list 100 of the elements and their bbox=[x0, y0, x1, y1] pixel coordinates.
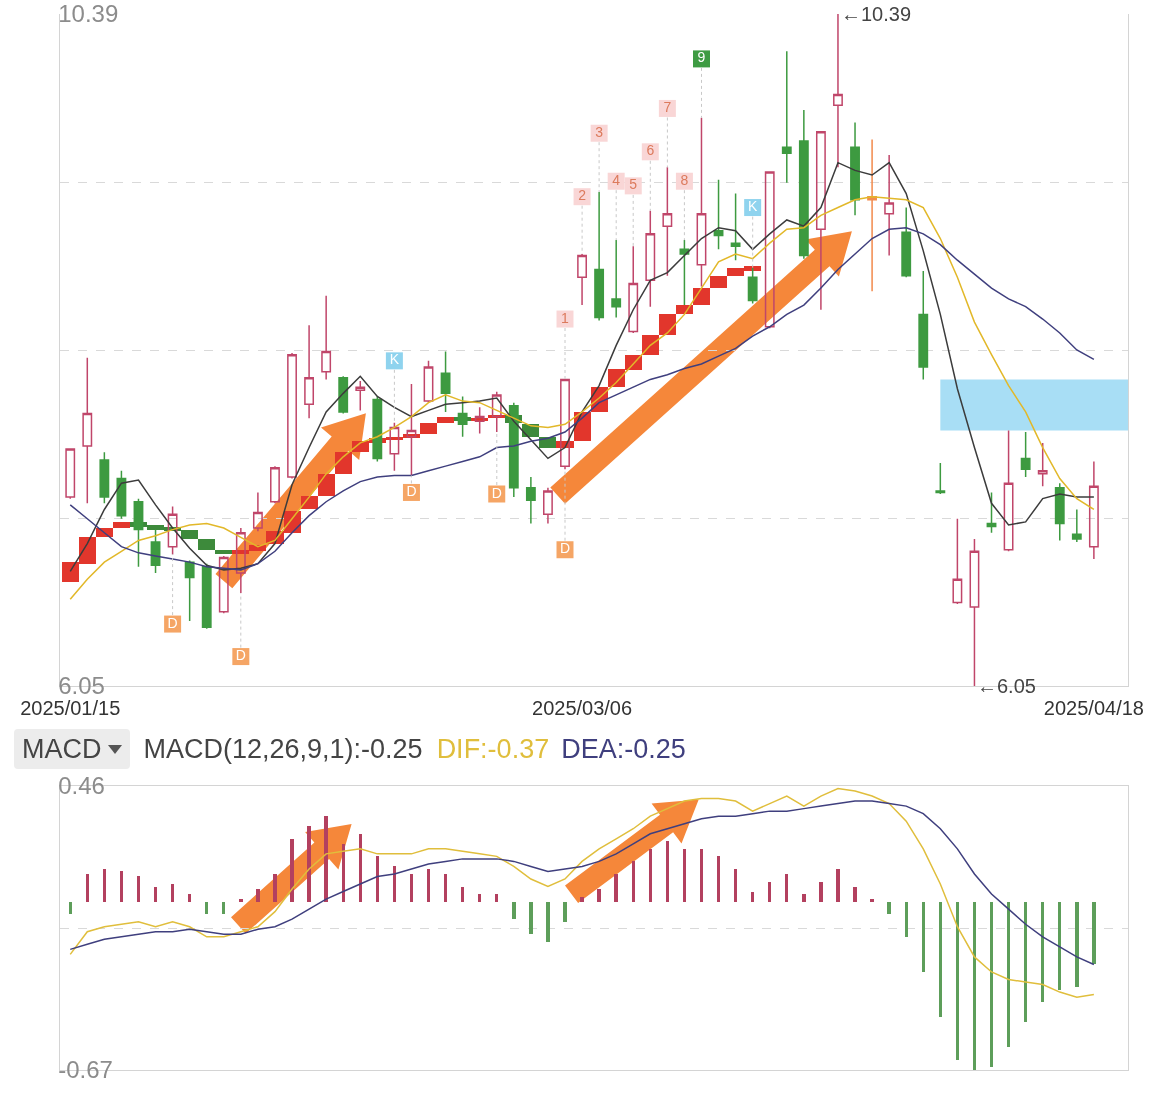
bar bbox=[597, 889, 601, 902]
bar bbox=[170, 884, 175, 902]
bar bbox=[198, 538, 216, 550]
bar bbox=[256, 889, 260, 902]
bar bbox=[580, 896, 584, 902]
bar bbox=[495, 894, 499, 902]
x-tick-label: 2025/04/18 bbox=[1043, 697, 1144, 719]
series-label: 2 bbox=[578, 187, 587, 204]
candlestick bbox=[287, 352, 297, 480]
candlestick bbox=[184, 559, 195, 622]
bar bbox=[692, 288, 711, 306]
candlestick bbox=[730, 192, 741, 261]
candlestick bbox=[764, 171, 775, 330]
series-label: 5 bbox=[629, 176, 638, 193]
series-label: D bbox=[167, 614, 178, 631]
candlestick bbox=[218, 555, 229, 614]
text: D bbox=[406, 482, 417, 499]
candlestick bbox=[508, 401, 519, 498]
candlestick bbox=[491, 391, 502, 433]
annotation: ←10.39 bbox=[841, 3, 912, 25]
text: K bbox=[747, 198, 758, 215]
x-tick-label: 2025/01/15 bbox=[20, 697, 121, 719]
candlestick bbox=[321, 295, 332, 381]
line-series bbox=[69, 800, 1095, 966]
candlestick bbox=[474, 406, 485, 435]
candlestick bbox=[901, 206, 912, 278]
bar bbox=[290, 838, 294, 902]
bar bbox=[324, 816, 328, 902]
candlestick bbox=[338, 375, 349, 415]
candlestick bbox=[850, 121, 860, 217]
bar bbox=[658, 314, 676, 335]
candlestick bbox=[577, 253, 587, 306]
candlestick bbox=[969, 538, 980, 686]
bar bbox=[710, 275, 728, 289]
bar bbox=[887, 901, 891, 915]
text: D bbox=[559, 540, 571, 557]
bar bbox=[614, 873, 618, 902]
candlestick bbox=[815, 130, 826, 311]
bar bbox=[419, 422, 438, 434]
series-label: 9 bbox=[697, 49, 706, 66]
text: DIF:-0.37 bbox=[436, 733, 550, 765]
bar bbox=[119, 871, 124, 902]
candlestick bbox=[372, 395, 383, 463]
bar bbox=[307, 826, 311, 902]
candlestick bbox=[781, 50, 792, 184]
bar bbox=[563, 901, 567, 922]
series-label: 8 bbox=[680, 171, 689, 188]
bar bbox=[112, 521, 130, 529]
candlestick bbox=[389, 422, 400, 472]
candlestick bbox=[952, 518, 963, 605]
bar bbox=[512, 901, 516, 920]
candlestick bbox=[355, 380, 366, 412]
candlestick bbox=[713, 178, 724, 251]
bar bbox=[334, 452, 352, 474]
candlestick bbox=[543, 487, 553, 525]
dropdown: MACD bbox=[14, 729, 130, 769]
candlestick bbox=[986, 491, 997, 534]
candlestick bbox=[133, 497, 144, 568]
candlestick bbox=[798, 109, 809, 260]
candlestick bbox=[935, 462, 946, 495]
bar bbox=[819, 881, 823, 902]
bar bbox=[136, 876, 141, 902]
series-label: 3 bbox=[595, 123, 604, 140]
bar bbox=[716, 856, 721, 902]
candlestick bbox=[525, 476, 536, 525]
bar bbox=[870, 899, 874, 902]
candlestick bbox=[423, 360, 434, 404]
bar bbox=[1075, 901, 1079, 988]
annotation: ←6.05 bbox=[977, 675, 1036, 697]
y-tick-label: 6.05 bbox=[58, 672, 105, 700]
bar bbox=[477, 894, 482, 902]
bar bbox=[546, 901, 550, 942]
bar bbox=[437, 416, 455, 423]
candlestick bbox=[116, 470, 127, 520]
y-tick-label: 10.39 bbox=[58, 0, 119, 28]
line-series bbox=[69, 226, 1095, 571]
series-label: K bbox=[389, 351, 400, 368]
candlestick bbox=[833, 14, 843, 169]
bar bbox=[529, 901, 533, 935]
bar bbox=[239, 899, 243, 902]
candlestick bbox=[867, 138, 878, 292]
series-label: 1 bbox=[561, 309, 570, 326]
candlestick bbox=[252, 491, 263, 532]
text: DEA:-0.25 bbox=[561, 733, 686, 765]
candlestick bbox=[1054, 482, 1065, 542]
candlestick bbox=[1071, 508, 1082, 543]
y-tick-label: 0.46 bbox=[58, 772, 105, 800]
candlestick bbox=[99, 451, 110, 505]
candlestick bbox=[457, 395, 468, 438]
bar bbox=[1092, 901, 1096, 965]
series-label: 6 bbox=[646, 142, 655, 159]
bar bbox=[836, 868, 840, 902]
candlestick bbox=[1003, 429, 1014, 553]
bar bbox=[187, 894, 192, 902]
candlestick bbox=[270, 465, 280, 505]
bar bbox=[317, 473, 335, 496]
candlestick bbox=[82, 356, 93, 505]
candlestick bbox=[440, 350, 451, 413]
candlestick bbox=[884, 154, 895, 257]
y-tick-label: -0.67 bbox=[58, 1056, 113, 1084]
